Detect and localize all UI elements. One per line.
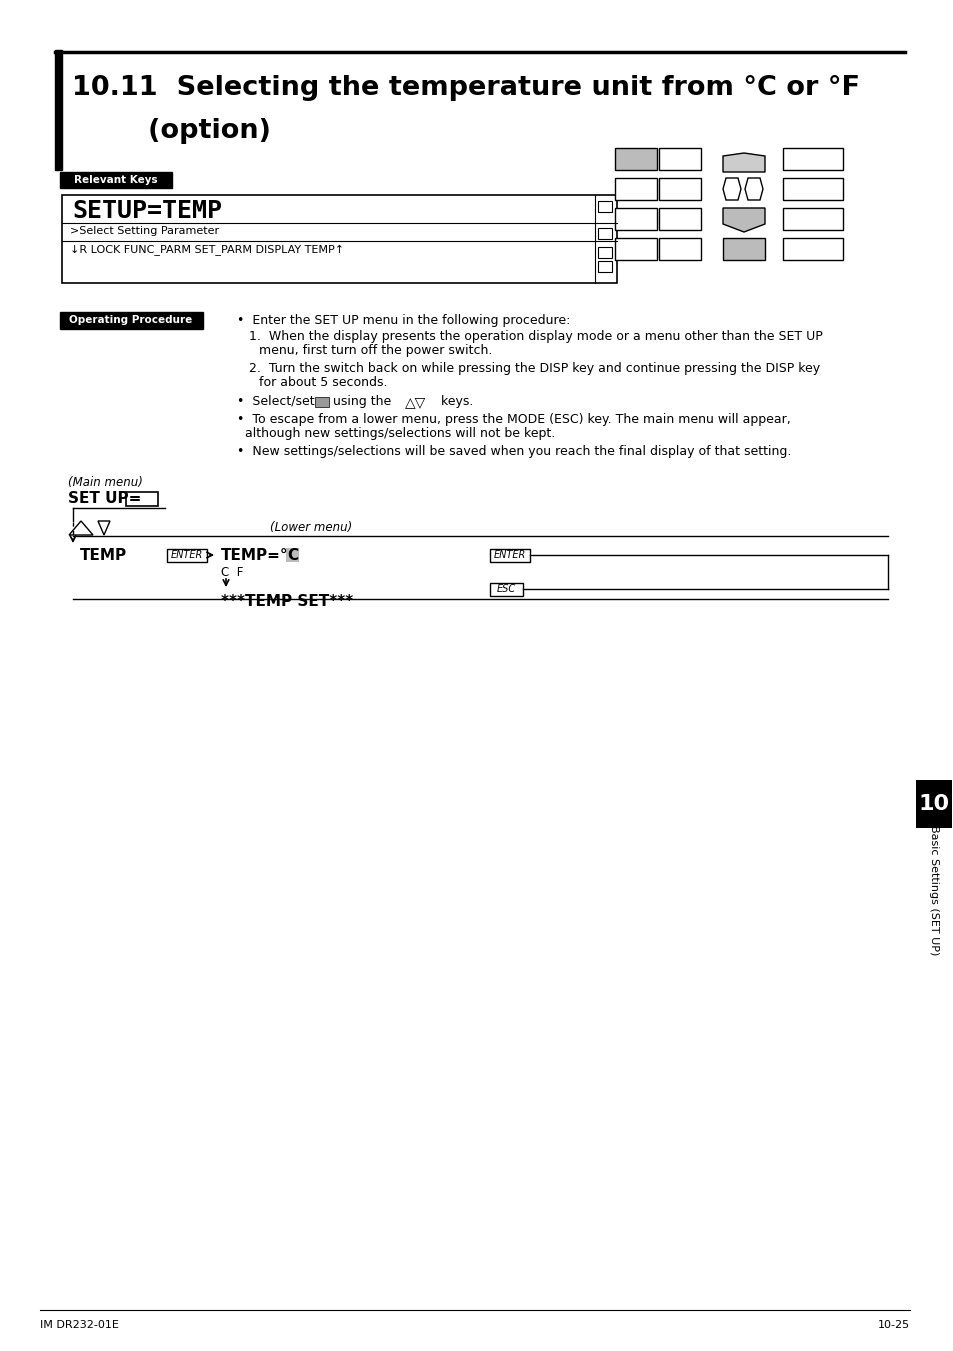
- Bar: [598, 201, 612, 212]
- Bar: [782, 208, 842, 230]
- Text: ***TEMP SET***: ***TEMP SET***: [221, 594, 353, 609]
- Bar: [615, 208, 657, 230]
- Text: although new settings/selections will not be kept.: although new settings/selections will no…: [245, 427, 555, 440]
- Bar: [915, 780, 951, 828]
- Bar: [55, 50, 62, 170]
- Bar: [659, 149, 700, 170]
- Polygon shape: [98, 521, 110, 535]
- Text: using the: using the: [333, 394, 395, 408]
- Text: menu, first turn off the power switch.: menu, first turn off the power switch.: [258, 345, 492, 357]
- Text: SET UP=: SET UP=: [68, 490, 141, 507]
- Bar: [782, 178, 842, 200]
- Polygon shape: [69, 521, 92, 535]
- Bar: [782, 149, 842, 170]
- Text: 2.  Turn the switch back on while pressing the DISP key and continue pressing th: 2. Turn the switch back on while pressin…: [249, 362, 820, 376]
- Text: C: C: [287, 549, 297, 563]
- Text: Basic Settings (SET UP): Basic Settings (SET UP): [928, 825, 938, 955]
- Text: >Select Setting Parameter: >Select Setting Parameter: [70, 226, 219, 236]
- Text: TEMP=°: TEMP=°: [221, 549, 289, 563]
- Bar: [167, 549, 207, 562]
- Text: •  To escape from a lower menu, press the MODE (ESC) key. The main menu will app: • To escape from a lower menu, press the…: [236, 413, 790, 426]
- Text: (Lower menu): (Lower menu): [270, 521, 352, 534]
- Bar: [659, 208, 700, 230]
- Bar: [126, 492, 158, 507]
- Bar: [314, 397, 329, 407]
- Bar: [615, 149, 657, 170]
- Text: ESC: ESC: [496, 584, 515, 594]
- Text: 10-25: 10-25: [877, 1320, 909, 1329]
- Bar: [659, 238, 700, 259]
- Text: (Main menu): (Main menu): [68, 476, 143, 489]
- Text: •  Select/set: • Select/set: [236, 394, 318, 408]
- Bar: [286, 549, 298, 562]
- Bar: [659, 178, 700, 200]
- Bar: [615, 238, 657, 259]
- Text: SETUP=TEMP: SETUP=TEMP: [71, 199, 222, 223]
- Text: keys.: keys.: [433, 394, 473, 408]
- Bar: [62, 195, 617, 282]
- Bar: [598, 228, 612, 239]
- Bar: [598, 261, 612, 272]
- Text: for about 5 seconds.: for about 5 seconds.: [258, 376, 387, 389]
- Text: 10: 10: [918, 794, 948, 815]
- Bar: [598, 247, 612, 258]
- Bar: [722, 238, 764, 259]
- Bar: [782, 238, 842, 259]
- Bar: [60, 312, 203, 330]
- Text: △▽: △▽: [405, 394, 426, 409]
- Polygon shape: [744, 178, 762, 200]
- Bar: [615, 178, 657, 200]
- Polygon shape: [722, 208, 764, 232]
- Text: IM DR232-01E: IM DR232-01E: [40, 1320, 119, 1329]
- Text: TEMP: TEMP: [80, 549, 127, 563]
- Bar: [60, 172, 172, 188]
- Text: (option): (option): [71, 118, 271, 145]
- Bar: [490, 549, 530, 562]
- Text: ↓R LOCK FUNC_PARM SET_PARM DISPLAY TEMP↑: ↓R LOCK FUNC_PARM SET_PARM DISPLAY TEMP↑: [70, 245, 344, 255]
- Text: Operating Procedure: Operating Procedure: [70, 315, 193, 326]
- Polygon shape: [722, 178, 740, 200]
- Text: C  F: C F: [221, 566, 243, 580]
- Text: •  New settings/selections will be saved when you reach the final display of tha: • New settings/selections will be saved …: [236, 444, 791, 458]
- Bar: [490, 584, 522, 596]
- Text: ENTER: ENTER: [494, 550, 525, 561]
- Text: ENTER: ENTER: [171, 550, 203, 561]
- Text: Relevant Keys: Relevant Keys: [74, 176, 157, 185]
- Text: •  Enter the SET UP menu in the following procedure:: • Enter the SET UP menu in the following…: [236, 313, 570, 327]
- Text: 1.  When the display presents the operation display mode or a menu other than th: 1. When the display presents the operati…: [249, 330, 821, 343]
- Text: 10.11  Selecting the temperature unit from °C or °F: 10.11 Selecting the temperature unit fro…: [71, 76, 859, 101]
- Polygon shape: [722, 153, 764, 172]
